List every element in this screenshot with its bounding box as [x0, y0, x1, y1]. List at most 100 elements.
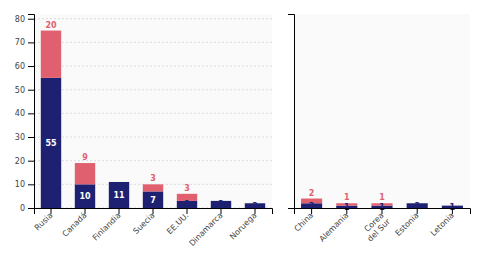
- x-tick-mark: [153, 208, 154, 214]
- x-tick: Coreadel Sur: [359, 208, 392, 243]
- y-tick: 60: [15, 62, 34, 71]
- x-axis-line: [295, 209, 471, 215]
- y-tick: 80: [15, 15, 34, 24]
- x-tick-label: Noruega: [228, 211, 259, 242]
- grid: [34, 19, 272, 208]
- data-label: 1: [344, 193, 350, 202]
- y-axis-line: [28, 15, 35, 209]
- x-tick-label: Suecia: [131, 211, 156, 236]
- x-tick-label: Finlandia: [91, 211, 123, 243]
- x-tick: Estonia: [394, 208, 421, 238]
- y-tick-label: 10: [15, 180, 25, 189]
- x-tick: Letonia: [429, 208, 456, 238]
- grid-line: [34, 18, 272, 19]
- x-tick-mark: [51, 208, 52, 214]
- bar-segment: [143, 184, 163, 191]
- data-label: 2: [309, 189, 315, 198]
- y-tick: 0: [20, 204, 34, 213]
- y-tick-mark: [28, 19, 34, 20]
- x-tick-label: Estonia: [394, 211, 421, 238]
- grid-line: [34, 89, 272, 90]
- x-tick-mark: [221, 208, 222, 214]
- grid-line: [34, 42, 272, 43]
- data-label: 3: [150, 174, 156, 183]
- data-label: 9: [82, 153, 88, 162]
- grid-line: [34, 160, 272, 161]
- x-axis-line: [35, 209, 273, 215]
- x-tick-label: Rusia: [33, 211, 55, 233]
- grid-line: [34, 66, 272, 67]
- y-tick-mark: [28, 90, 34, 91]
- data-label: 3: [184, 184, 190, 193]
- x-tick-label: Coreadel Sur: [359, 210, 392, 243]
- bar-segment: [75, 184, 95, 208]
- x-tick-mark: [119, 208, 120, 214]
- y-tick-mark: [28, 184, 34, 185]
- bar-segment: [109, 181, 129, 182]
- x-axis: Rusia CanadáFinlandia Suecia EE.UU.Dinamarc…: [33, 208, 273, 248]
- y-axis-line: [288, 15, 295, 209]
- y-tick-label: 40: [15, 109, 25, 118]
- x-tick-mark: [85, 208, 86, 214]
- grid-line: [34, 113, 272, 114]
- x-tick: Finlandia: [91, 208, 123, 242]
- y-tick: 40: [15, 109, 34, 118]
- grid-line: [34, 137, 272, 138]
- y-tick-mark: [28, 113, 34, 114]
- y-tick-label: 20: [15, 157, 25, 166]
- data-labels: 551011733220933: [45, 21, 257, 211]
- y-tick-mark: [28, 137, 34, 138]
- y-tick-mark: [28, 66, 34, 67]
- bar-segment: [41, 78, 61, 208]
- y-tick: 10: [15, 180, 34, 189]
- y-tick-label: 60: [15, 62, 25, 71]
- data-label: 11: [113, 191, 125, 200]
- bar-segment: [109, 182, 129, 208]
- y-tick-label: 80: [15, 15, 25, 24]
- y-tick-mark: [28, 42, 34, 43]
- y-tick-mark: [28, 208, 34, 209]
- x-tick: China: [293, 208, 316, 233]
- y-axis: 0 10 20 30 40 50 60 70 80: [15, 15, 35, 214]
- bar-segment: [75, 163, 95, 184]
- x-tick: Noruega: [228, 208, 259, 241]
- bar-segment: [41, 31, 61, 78]
- bar-segment: [143, 191, 163, 208]
- x-tick-mark: [255, 208, 256, 214]
- y-tick-label: 50: [15, 86, 25, 95]
- bar-chart: 551011733220933RusiaCanadáFinlandiaSueci…: [15, 14, 273, 248]
- plot-area: [34, 14, 272, 208]
- x-axis: ChinaAlemania Coreadel SurEstonia Letonia: [293, 208, 471, 244]
- x-tick: EE.UU.: [165, 208, 190, 236]
- y-tick-label: 0: [20, 204, 25, 213]
- y-tick: 20: [15, 157, 34, 166]
- data-label: 20: [45, 21, 57, 30]
- y-tick: 50: [15, 86, 34, 95]
- x-tick-mark: [346, 208, 347, 214]
- data-label: 55: [45, 139, 57, 148]
- x-tick-mark: [382, 208, 383, 214]
- y-tick-label: 30: [15, 133, 25, 142]
- x-tick: Canadá: [61, 208, 89, 239]
- x-tick-label: Alemania: [317, 211, 350, 244]
- bars: [41, 31, 265, 208]
- x-tick: Dinamarca: [187, 208, 224, 248]
- plot-area: [294, 14, 470, 208]
- y-axis: [288, 15, 295, 209]
- x-tick-mark: [187, 208, 188, 214]
- x-tick-label: Dinamarca: [187, 211, 224, 248]
- data-label: 7: [150, 196, 156, 205]
- x-tick-label: Letonia: [429, 211, 456, 238]
- bar-chart: 21121211ChinaAlemaniaCoreadel SurEstonia…: [288, 14, 471, 244]
- figure: 551011733220933RusiaCanadáFinlandiaSueci…: [0, 0, 480, 270]
- x-tick-mark: [452, 208, 453, 214]
- y-tick-label: 70: [15, 38, 25, 47]
- y-tick: 70: [15, 38, 34, 47]
- x-tick-label: EE.UU.: [165, 211, 190, 236]
- x-tick: Suecia: [131, 208, 156, 236]
- x-tick-label: China: [293, 211, 316, 234]
- data-label: 1: [379, 193, 385, 202]
- x-tick: Rusia: [33, 208, 55, 232]
- data-label: 10: [79, 192, 91, 201]
- x-tick: Alemania: [317, 208, 350, 244]
